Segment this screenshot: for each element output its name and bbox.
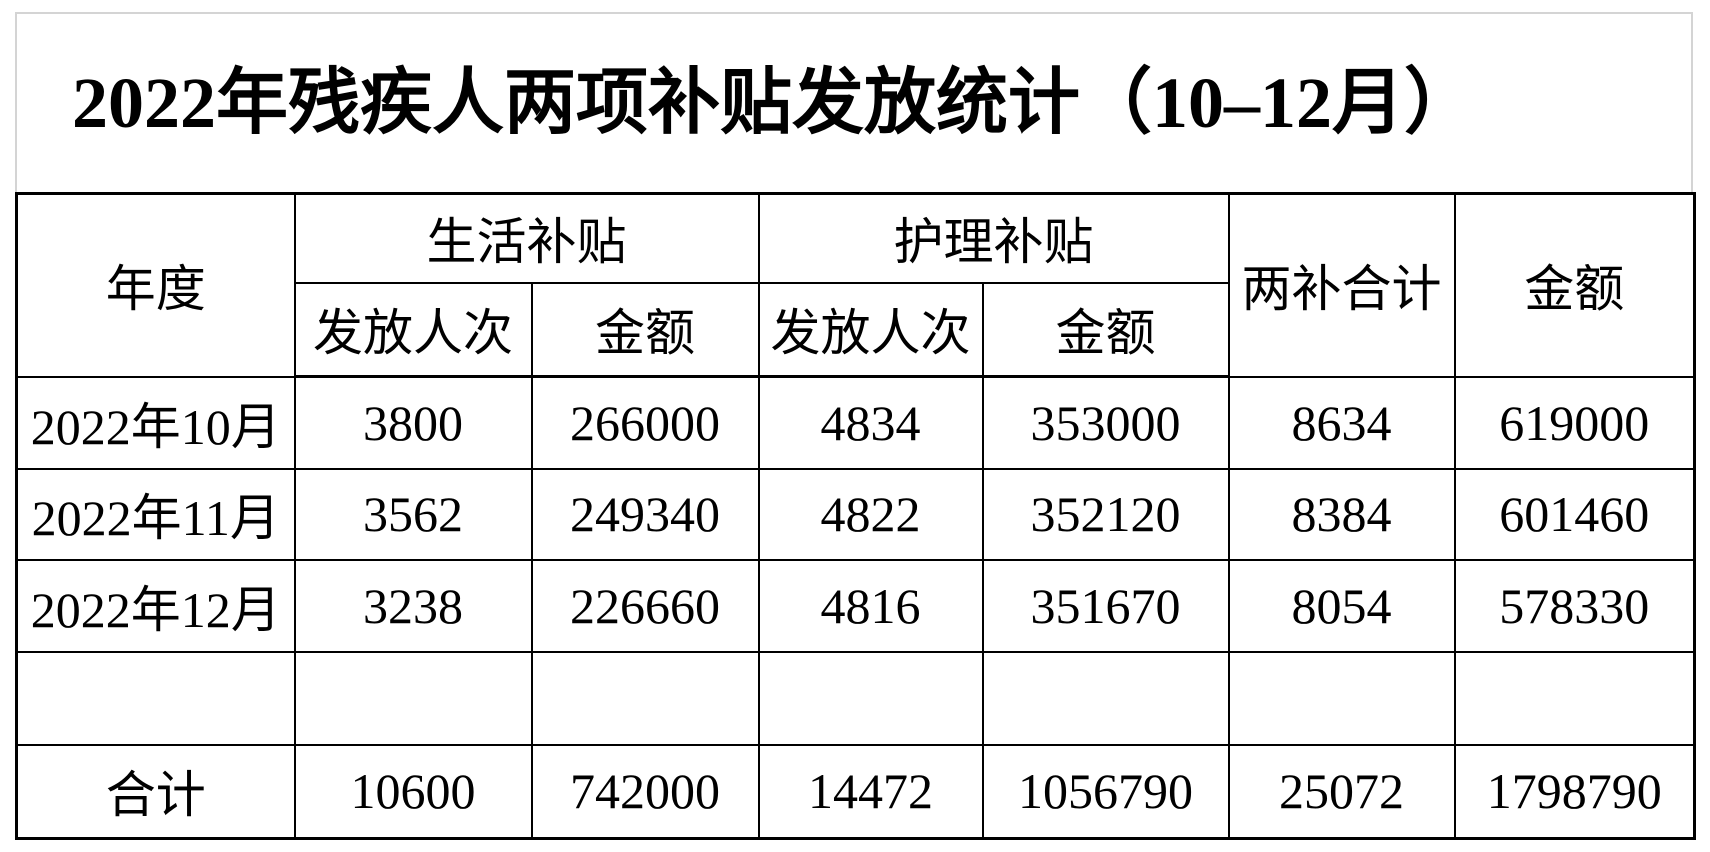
cell-combined-amount: 578330 xyxy=(1453,558,1696,653)
cell-nursing-amount: 1056790 xyxy=(981,743,1230,840)
cell-living-count: 10600 xyxy=(293,743,533,840)
cell-nursing-count: 4822 xyxy=(757,467,984,561)
title-cell: 2022年残疾人两项补贴发放统计（10–12月） xyxy=(15,12,1693,192)
cell-nursing-amount xyxy=(981,650,1230,746)
table-row: 2022年10月 3800 266000 4834 353000 8634 61… xyxy=(15,375,1696,470)
cell-nursing-count: 14472 xyxy=(757,743,984,840)
cell-nursing-count: 4834 xyxy=(757,375,984,470)
header-nursing-recipients: 发放人次 xyxy=(757,281,984,378)
cell-period: 2022年12月 xyxy=(15,558,296,653)
cell-period: 2022年11月 xyxy=(15,467,296,561)
cell-period-total: 合计 xyxy=(15,743,296,840)
header-year: 年度 xyxy=(15,192,296,378)
page-title: 2022年残疾人两项补贴发放统计（10–12月） xyxy=(71,63,1476,143)
table-row: 2022年12月 3238 226660 4816 351670 8054 57… xyxy=(15,558,1696,653)
cell-combined-amount: 1798790 xyxy=(1453,743,1696,840)
cell-period xyxy=(15,650,296,746)
cell-combined-count: 8384 xyxy=(1227,467,1456,561)
cell-combined-count xyxy=(1227,650,1456,746)
header-living-subsidy: 生活补贴 xyxy=(293,192,760,284)
cell-living-count xyxy=(293,650,533,746)
cell-living-amount xyxy=(530,650,760,746)
cell-living-amount: 226660 xyxy=(530,558,760,653)
cell-nursing-count: 4816 xyxy=(757,558,984,653)
cell-nursing-amount: 353000 xyxy=(981,375,1230,470)
subsidy-stats-table: 年度 生活补贴 护理补贴 两补合计 金额 发放人次 金额 发放人次 金额 202… xyxy=(15,192,1696,840)
header-combined-amount: 金额 xyxy=(1453,192,1696,378)
header-nursing-subsidy: 护理补贴 xyxy=(757,192,1230,284)
cell-nursing-count xyxy=(757,650,984,746)
cell-living-count: 3238 xyxy=(293,558,533,653)
table-row-total: 合计 10600 742000 14472 1056790 25072 1798… xyxy=(15,743,1696,840)
cell-living-count: 3800 xyxy=(293,375,533,470)
cell-nursing-amount: 352120 xyxy=(981,467,1230,561)
cell-nursing-amount: 351670 xyxy=(981,558,1230,653)
cell-living-amount: 742000 xyxy=(530,743,760,840)
cell-combined-count: 25072 xyxy=(1227,743,1456,840)
header-nursing-amount: 金额 xyxy=(981,281,1230,378)
header-living-amount: 金额 xyxy=(530,281,760,378)
header-combined-total: 两补合计 xyxy=(1227,192,1456,378)
cell-combined-amount xyxy=(1453,650,1696,746)
header-living-recipients: 发放人次 xyxy=(293,281,533,378)
cell-living-amount: 266000 xyxy=(530,375,760,470)
cell-combined-amount: 619000 xyxy=(1453,375,1696,470)
cell-period: 2022年10月 xyxy=(15,375,296,470)
cell-living-count: 3562 xyxy=(293,467,533,561)
table-row: 2022年11月 3562 249340 4822 352120 8384 60… xyxy=(15,467,1696,561)
table-row-empty xyxy=(15,650,1696,746)
cell-combined-count: 8054 xyxy=(1227,558,1456,653)
cell-combined-count: 8634 xyxy=(1227,375,1456,470)
cell-living-amount: 249340 xyxy=(530,467,760,561)
cell-combined-amount: 601460 xyxy=(1453,467,1696,561)
